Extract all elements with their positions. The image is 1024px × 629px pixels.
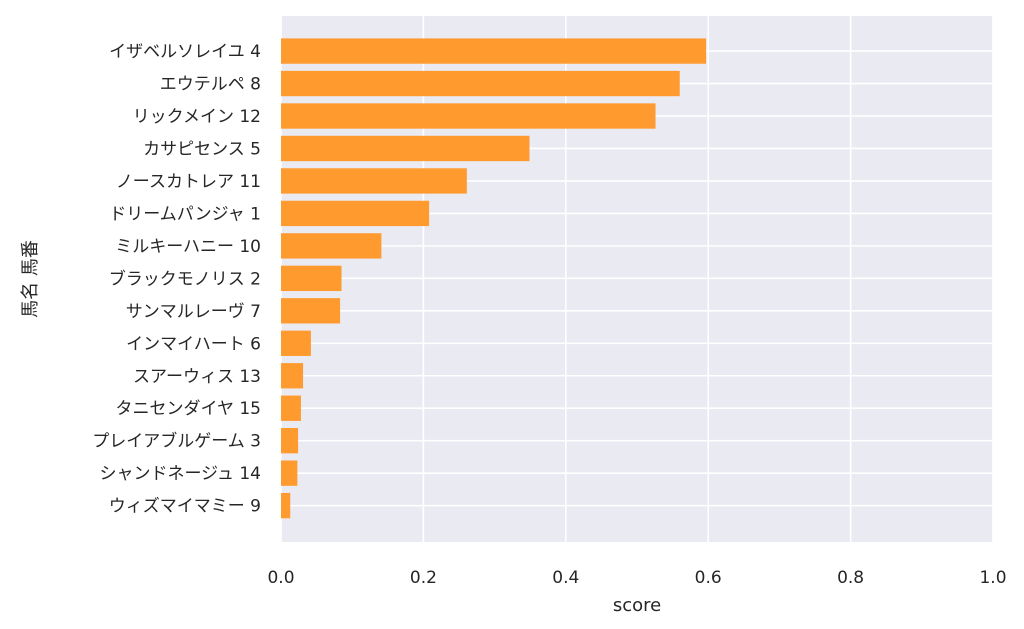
bar-7 (281, 265, 342, 292)
category-label: ブラックモノリス 2 (109, 268, 261, 289)
category-label: プレイアブルゲーム 3 (92, 431, 261, 452)
bar-8 (281, 298, 341, 324)
category-label: ノースカトレア 11 (116, 172, 261, 192)
category-label: タニセンダイヤ 15 (115, 399, 261, 419)
category-label: リックメイン 12 (133, 107, 261, 127)
x-tick-label: 0.4 (552, 568, 579, 588)
category-label: シャンドネージュ 14 (99, 464, 261, 484)
category-label: エウテルペ 8 (160, 75, 261, 95)
bar-12 (281, 428, 299, 454)
x-tick-label: 0.8 (837, 568, 864, 588)
y-axis-title: 馬名 馬番 (20, 240, 41, 318)
category-label: カサピセンス 5 (143, 139, 261, 159)
category-label: サンマルレーヴ 7 (126, 302, 261, 322)
bar-9 (281, 330, 311, 356)
x-tick-labels: 0.0 0.2 0.4 0.6 0.8 1.0 (267, 568, 1006, 588)
category-label: ドリームパンジャ 1 (109, 204, 261, 224)
category-label: イザベルソレイユ 4 (109, 42, 261, 62)
bar-4 (281, 168, 467, 194)
x-tick-label: 0.6 (695, 568, 722, 588)
x-tick-label: 0.0 (267, 568, 294, 588)
bar-0 (281, 38, 707, 64)
bar-5 (281, 200, 430, 227)
x-tick-label: 0.2 (410, 568, 437, 588)
bar-11 (281, 395, 301, 421)
bar-13 (281, 460, 298, 486)
bar-14 (281, 492, 291, 519)
bar-1 (281, 70, 680, 97)
bar-2 (281, 103, 656, 129)
bar-3 (281, 135, 530, 162)
category-label: ウィズマイマミー 9 (109, 497, 261, 517)
category-label: スアーウィス 13 (133, 367, 261, 387)
category-label: インマイハート 6 (126, 334, 261, 354)
bar-10 (281, 363, 304, 389)
category-label: ミルキーハニー 10 (115, 237, 261, 257)
bar-6 (281, 233, 382, 259)
bars (281, 38, 707, 519)
x-tick-label: 1.0 (979, 568, 1006, 588)
category-labels: イザベルソレイユ 4 エウテルペ 8 リックメイン 12 カサピセンス 5 ノースカトレ… (92, 42, 261, 517)
x-axis-title: score (613, 595, 661, 616)
